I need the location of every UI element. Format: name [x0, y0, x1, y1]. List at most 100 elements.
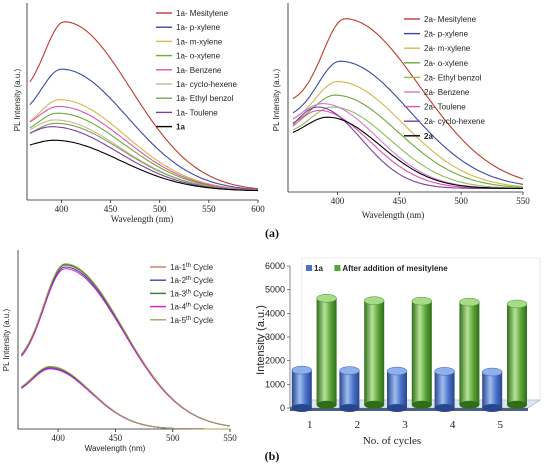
y-tick-label: 6000: [265, 261, 285, 271]
series-line-0: [292, 18, 524, 180]
legend-label: 1a-3th Cycle: [170, 289, 214, 298]
y-tick-label: 4000: [265, 308, 285, 318]
x-tick-label: 3: [402, 419, 408, 431]
y-axis-label: PL Intensity (a.u.): [2, 308, 11, 371]
y-tick-label: 0: [280, 403, 285, 413]
legend-label: 1a- Ethyl benzol: [176, 94, 234, 103]
series-line-6: [29, 122, 259, 191]
panel-label-b: (b): [265, 449, 280, 463]
chart-top-left: 400 450 500 550 600 1a- Mesitylene 1a- p-xyle…: [13, 3, 265, 224]
series-line-4: [292, 106, 523, 189]
chart-top-right: 400 450 500 550 2a- Mesitylene 2a- p-xylene 2…: [272, 3, 530, 220]
legend-label: 1a: [176, 123, 185, 132]
bar-after-mesitylene: [411, 301, 432, 405]
series-line-low-3: [21, 368, 230, 430]
chart-bottom-right: 0 1000 2000 3000 4000 5000 6000 1 2 3 4 5 1a After a…: [255, 257, 541, 447]
legend-label: 2a- Ethyl benzol: [424, 73, 482, 82]
bar-base: [482, 404, 503, 412]
bar-1a: [291, 370, 312, 408]
series-line-6: [292, 109, 523, 190]
x-tick-label: 500: [166, 433, 180, 443]
legend-label: 1a-2th Cycle: [170, 276, 214, 285]
floor-edge: [290, 408, 528, 411]
bar-base: [364, 400, 385, 409]
bar-cap: [363, 296, 385, 305]
legend-label: 1a- Mesitylene: [176, 9, 229, 18]
bar-cap: [459, 297, 480, 307]
series-line-7: [292, 106, 523, 190]
y-tick-label: 1000: [265, 379, 285, 389]
legend-swatch: [334, 265, 341, 271]
x-tick-label: 1: [307, 419, 313, 431]
legend-label: 2a- Benzene: [424, 88, 470, 97]
x-axis-label: Wavelength (nm): [111, 214, 174, 224]
legend-label: 1a- p-xylene: [176, 23, 221, 32]
x-tick-label: 400: [51, 433, 65, 443]
legend-label: 1a: [314, 264, 323, 273]
legend-label: 1a-4th Cycle: [170, 303, 214, 312]
bar-cap: [434, 367, 455, 376]
bar-cap: [316, 294, 337, 303]
y-axis-label: Intensity (a.u.): [255, 305, 267, 375]
series-line-1: [292, 60, 524, 185]
y-axis-label: PL Intensity (a.u.): [272, 68, 281, 131]
x-tick-label: 400: [331, 196, 345, 206]
series-line-low-4: [21, 365, 230, 430]
bar-1a: [482, 372, 503, 408]
legend-label: After addition of mesitylene: [342, 264, 448, 273]
series-line-3: [292, 94, 524, 188]
x-tick-label: 550: [202, 204, 216, 214]
bar-base: [411, 400, 432, 409]
series-line-high-4: [21, 263, 231, 427]
legend-label: 2a- cyclo-hexene: [424, 117, 485, 126]
bar-base: [387, 404, 407, 412]
legend-label: 1a- Toulene: [176, 108, 218, 117]
bar-cap: [291, 365, 313, 375]
bar-cap: [411, 296, 433, 306]
series-line-4: [29, 105, 259, 191]
series-line-8: [292, 116, 523, 189]
x-tick-label: 400: [55, 204, 69, 214]
bar-base: [434, 404, 455, 412]
series-line-low-1: [21, 367, 230, 430]
bar-cap: [506, 299, 528, 309]
x-axis-label: No. of cycles: [363, 435, 421, 447]
y-tick-label: 5000: [265, 285, 285, 295]
x-axis-label: Wavelength (nm): [85, 444, 146, 453]
chart-bottom-left: 400 450 500 550 1a-1th Cycle 1a-2th Cycle 1a-…: [2, 250, 237, 453]
legend-label: 1a- m-xylene: [176, 37, 223, 46]
legend-swatch: [306, 265, 312, 271]
x-tick-label: 2: [355, 419, 361, 431]
panel-label-a: (a): [265, 226, 279, 240]
y-tick-label: 2000: [265, 356, 285, 366]
x-tick-label: 500: [153, 204, 167, 214]
bar-base: [507, 400, 527, 409]
bar-base: [291, 404, 312, 412]
x-tick-label: 450: [393, 196, 407, 206]
bar-1a: [434, 371, 455, 408]
legend-label: 1a- o-xylene: [176, 52, 221, 61]
x-tick-label: 600: [251, 204, 265, 214]
x-tick-label: 550: [516, 196, 530, 206]
bar-1a: [339, 370, 360, 408]
series-line-3: [29, 112, 258, 191]
x-tick-label: 5: [497, 419, 503, 431]
x-tick-label: 450: [109, 433, 123, 443]
x-tick-label: 450: [104, 204, 118, 214]
series-line-1: [29, 68, 259, 191]
series-line-2: [292, 81, 524, 188]
bar-after-mesitylene: [316, 298, 337, 405]
legend-label: 2a- Toulene: [424, 103, 466, 112]
series-line-8: [29, 139, 259, 192]
bar-base: [316, 400, 337, 409]
series-line-5: [29, 119, 259, 191]
legend-label: 2a- m-xylene: [424, 44, 471, 53]
series-line-low-0: [21, 366, 230, 430]
legend-label: 1a- cyclo-hexene: [176, 80, 237, 89]
bar-cap: [481, 367, 503, 377]
legend-label: 1a-5th Cycle: [170, 316, 214, 325]
bar-after-mesitylene: [507, 303, 527, 405]
bar-cap: [339, 366, 360, 375]
legend-label: 1a- Benzene: [176, 66, 222, 75]
